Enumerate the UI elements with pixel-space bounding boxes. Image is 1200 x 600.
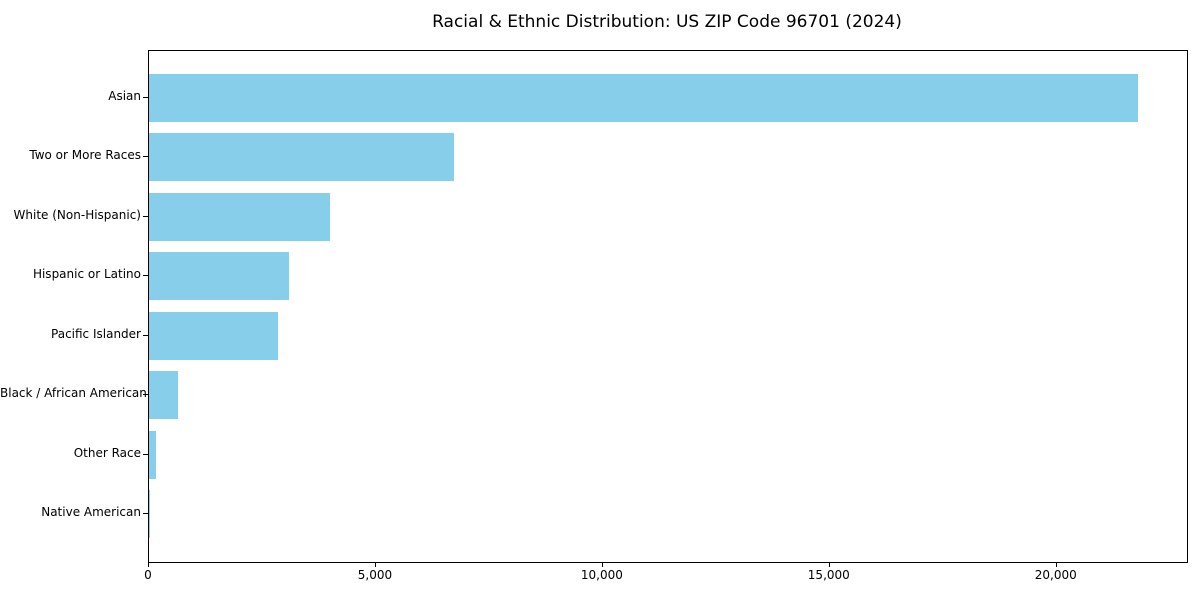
- bar-two-or-more-races: [149, 133, 454, 182]
- x-tick-mark: [148, 562, 149, 567]
- y-tick-mark: [143, 97, 148, 98]
- x-tick-label: 15,000: [807, 568, 850, 582]
- bar-other-race: [149, 430, 156, 479]
- y-tick-mark: [143, 215, 148, 217]
- bar-native-american: [149, 490, 151, 538]
- y-tick-label: Native American: [41, 505, 141, 519]
- y-tick-mark: [143, 453, 148, 455]
- x-tick-label: 5,000: [357, 568, 393, 582]
- y-tick-label: Pacific Islander: [51, 326, 141, 341]
- bar-pacific-islander: [149, 311, 278, 360]
- y-tick-mark: [143, 334, 148, 336]
- y-tick-mark: [143, 156, 148, 158]
- x-tick-mark: [601, 562, 603, 567]
- y-tick-label: Other Race: [73, 445, 141, 460]
- plot-area: [148, 50, 1188, 563]
- y-tick-mark: [143, 513, 148, 514]
- bar-asian: [149, 74, 1138, 122]
- y-tick-label: Two or More Races: [29, 148, 141, 163]
- x-tick-label: 10,000: [580, 568, 623, 582]
- y-tick-mark: [143, 275, 148, 277]
- x-tick-mark: [374, 562, 376, 567]
- bar-black-african-american: [149, 371, 179, 420]
- y-tick-label: Asian: [108, 89, 141, 103]
- y-tick-mark: [143, 394, 148, 396]
- x-tick-label: 20,000: [1034, 568, 1077, 582]
- y-tick-label: White (Non-Hispanic): [13, 207, 141, 222]
- y-tick-label: Hispanic or Latino: [32, 267, 141, 282]
- x-tick-mark: [1055, 562, 1057, 567]
- y-tick-label: Black / African American: [0, 386, 147, 401]
- bar-hispanic-or-latino: [149, 252, 289, 301]
- x-tick-label: 0: [144, 568, 152, 582]
- bar-white-non-hispanic: [149, 192, 331, 241]
- chart-title: Racial & Ethnic Distribution: US ZIP Cod…: [432, 12, 902, 32]
- x-tick-mark: [828, 562, 830, 567]
